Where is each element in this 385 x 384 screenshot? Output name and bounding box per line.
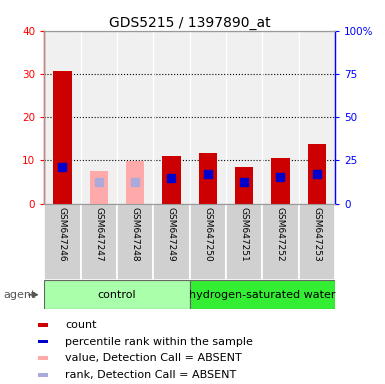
Bar (162, 156, 181, 204)
Text: agent: agent (4, 290, 36, 300)
Bar (126, 161, 144, 204)
Text: GSM647250: GSM647250 (203, 207, 212, 262)
Text: rank, Detection Call = ABSENT: rank, Detection Call = ABSENT (65, 370, 237, 380)
Text: GSM647252: GSM647252 (276, 207, 285, 262)
Bar (308, 144, 326, 204)
Text: value, Detection Call = ABSENT: value, Detection Call = ABSENT (65, 353, 242, 363)
Text: GSM647249: GSM647249 (167, 207, 176, 262)
Text: GSM647246: GSM647246 (58, 207, 67, 262)
Text: GSM647253: GSM647253 (312, 207, 321, 262)
Bar (235, 167, 253, 204)
FancyBboxPatch shape (299, 204, 335, 280)
FancyBboxPatch shape (80, 204, 117, 280)
FancyBboxPatch shape (117, 204, 153, 280)
Bar (38, 356, 48, 360)
Text: GSM647248: GSM647248 (131, 207, 140, 262)
Bar (38, 340, 48, 343)
Bar (38, 373, 48, 377)
Bar (90, 171, 108, 204)
Bar (38, 323, 48, 326)
Bar (199, 152, 217, 204)
Text: GSM647247: GSM647247 (94, 207, 103, 262)
Text: percentile rank within the sample: percentile rank within the sample (65, 336, 253, 346)
FancyBboxPatch shape (190, 204, 226, 280)
FancyBboxPatch shape (44, 280, 190, 309)
Bar (271, 158, 290, 204)
FancyBboxPatch shape (44, 204, 80, 280)
Bar (54, 71, 72, 204)
FancyBboxPatch shape (153, 204, 190, 280)
FancyBboxPatch shape (262, 204, 299, 280)
FancyBboxPatch shape (190, 280, 335, 309)
Text: GSM647251: GSM647251 (239, 207, 249, 262)
Text: hydrogen-saturated water: hydrogen-saturated water (189, 290, 336, 300)
Text: control: control (98, 290, 136, 300)
FancyBboxPatch shape (226, 204, 262, 280)
Title: GDS5215 / 1397890_at: GDS5215 / 1397890_at (109, 16, 270, 30)
Text: count: count (65, 320, 97, 330)
